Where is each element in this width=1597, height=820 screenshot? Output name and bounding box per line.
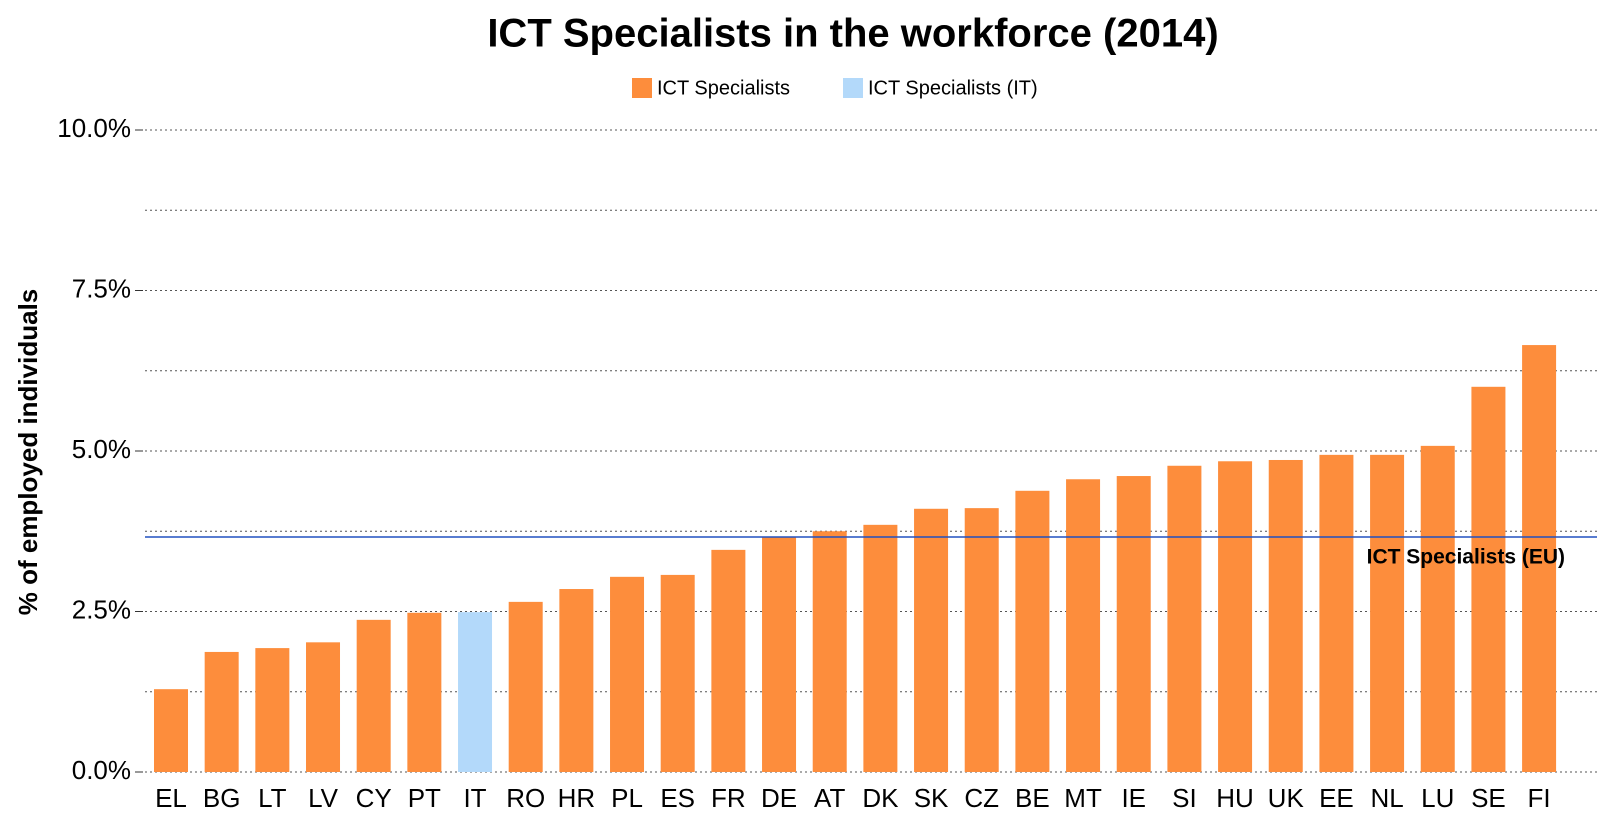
bar (1167, 465, 1202, 772)
x-tick-label: DK (862, 783, 899, 813)
bar (1522, 345, 1557, 772)
bar (255, 648, 290, 772)
legend-label: ICT Specialists (IT) (868, 77, 1038, 99)
x-tick-label: SK (914, 783, 949, 813)
bar (559, 589, 594, 772)
y-tick-label: 2.5% (72, 594, 131, 624)
x-tick-label: IE (1121, 783, 1146, 813)
x-tick-label: CZ (964, 783, 999, 813)
bar (1471, 386, 1506, 772)
y-tick-label: 0.0% (72, 755, 131, 785)
x-tick-label: PT (408, 783, 441, 813)
x-tick-label: LU (1421, 783, 1454, 813)
x-tick-label: BE (1015, 783, 1050, 813)
bar (356, 619, 391, 772)
y-tick-label: 10.0% (57, 113, 131, 143)
bar (610, 576, 645, 772)
x-tick-label: EL (155, 783, 187, 813)
legend-swatch (843, 78, 863, 98)
x-tick-label: DE (761, 783, 797, 813)
bar (154, 689, 188, 772)
bar (1066, 479, 1101, 772)
x-tick-label: PL (611, 783, 643, 813)
bar (1116, 476, 1151, 772)
x-tick-label: CY (356, 783, 392, 813)
y-tick-label: 5.0% (72, 434, 131, 464)
x-tick-label: ES (660, 783, 695, 813)
bar (1218, 461, 1253, 772)
bar (1370, 454, 1405, 772)
bar (660, 574, 695, 772)
x-tick-label: NL (1370, 783, 1403, 813)
bar (1015, 490, 1050, 772)
bar (964, 508, 999, 772)
x-tick-label: SI (1172, 783, 1197, 813)
x-tick-label: LT (258, 783, 287, 813)
bar (306, 642, 341, 772)
x-tick-label: IT (463, 783, 486, 813)
bar (762, 537, 797, 772)
legend-swatch (632, 78, 652, 98)
x-tick-label: SE (1471, 783, 1506, 813)
x-tick-label: HR (558, 783, 596, 813)
y-axis-label: % of employed individuals (13, 289, 43, 616)
reference-label: ICT Specialists (EU) (1367, 546, 1565, 569)
bar (1319, 454, 1354, 772)
bar (1420, 445, 1455, 772)
bar (812, 531, 847, 772)
legend-label: ICT Specialists (657, 77, 790, 99)
x-tick-label: BG (203, 783, 241, 813)
x-tick-label: RO (506, 783, 545, 813)
x-tick-label: HU (1216, 783, 1254, 813)
x-tick-label: UK (1268, 783, 1305, 813)
chart-title: ICT Specialists in the workforce (2014) (487, 12, 1218, 56)
bar (458, 612, 493, 772)
bar (914, 508, 949, 772)
y-tick-label: 7.5% (72, 273, 131, 303)
bar (863, 524, 898, 772)
bar (508, 601, 543, 772)
x-tick-label: EE (1319, 783, 1354, 813)
x-tick-label: MT (1064, 783, 1102, 813)
bar (711, 549, 746, 772)
x-tick-label: FR (711, 783, 746, 813)
x-tick-label: LV (308, 783, 339, 813)
bar (204, 651, 239, 772)
x-tick-label: AT (814, 783, 845, 813)
bar (407, 612, 442, 772)
x-tick-label: FI (1528, 783, 1551, 813)
bar (1268, 459, 1303, 772)
